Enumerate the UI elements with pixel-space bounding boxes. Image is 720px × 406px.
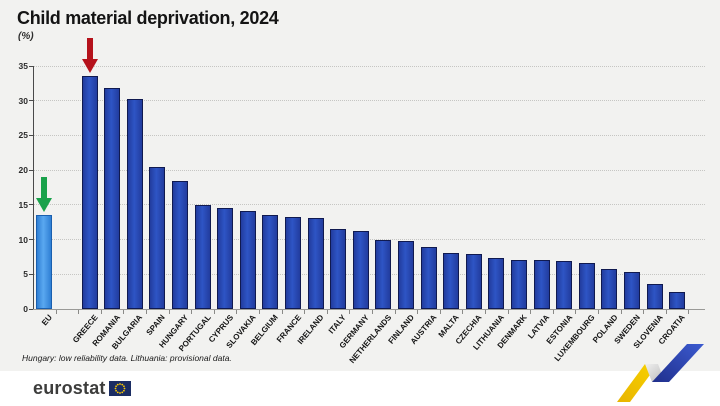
x-axis-tick xyxy=(100,310,102,314)
y-axis-tick xyxy=(29,273,33,275)
bar-estonia xyxy=(556,261,573,309)
gridline-35 xyxy=(33,65,705,67)
bar-croatia xyxy=(669,292,686,309)
y-axis-tick xyxy=(29,204,33,206)
bar-italy xyxy=(330,229,347,309)
x-axis-tick xyxy=(507,310,509,314)
x-axis-tick xyxy=(485,310,486,314)
x-axis-line xyxy=(33,309,705,310)
y-axis-tick-label: 0 xyxy=(23,304,28,314)
y-axis-tick-label: 20 xyxy=(18,165,28,176)
x-axis-tick xyxy=(236,310,238,314)
bar-eu xyxy=(36,215,53,309)
gridline-10 xyxy=(33,239,705,241)
x-axis-tick xyxy=(123,310,125,314)
gridline-20 xyxy=(33,169,705,171)
x-axis-label-spain: SPAIN xyxy=(144,313,168,338)
x-axis-tick xyxy=(439,310,441,314)
data-reliability-footnote: Hungary: low reliability data. Lithuania… xyxy=(22,353,232,363)
x-axis-tick xyxy=(688,310,690,314)
bar-greece xyxy=(81,76,98,309)
unit-label: (%) xyxy=(18,31,34,42)
bar-latvia xyxy=(533,260,550,309)
x-axis-tick xyxy=(191,310,193,314)
y-axis-tick xyxy=(29,308,33,310)
x-axis-tick xyxy=(417,310,419,314)
y-axis-tick-label: 30 xyxy=(18,95,28,106)
x-axis-tick xyxy=(55,310,57,314)
bar-slovakia xyxy=(239,211,256,309)
bar-ireland xyxy=(307,218,324,309)
gridline-25 xyxy=(33,134,705,136)
bar-sweden xyxy=(623,272,640,309)
x-axis-tick xyxy=(530,310,532,314)
x-axis-tick xyxy=(598,310,599,314)
bar-chart: 0 5 10 15 20 25 30 35 EU GREECE ROMANIA BULGARIA SPA… xyxy=(18,61,705,365)
bar-bulgaria xyxy=(126,99,143,309)
bar-czechia xyxy=(465,254,482,309)
x-axis-tick xyxy=(575,310,577,314)
bar-denmark xyxy=(510,260,527,309)
x-axis-tick xyxy=(168,310,170,314)
eurostat-ribbon-decoration xyxy=(617,344,704,402)
bar-poland xyxy=(601,269,618,309)
y-axis-line xyxy=(33,66,34,309)
y-axis-tick-label: 25 xyxy=(18,130,28,141)
x-axis-tick xyxy=(326,310,328,314)
y-axis-tick xyxy=(29,65,33,67)
bar-lithuania xyxy=(488,258,505,309)
gridline-5 xyxy=(33,273,705,275)
y-axis-tick xyxy=(29,169,33,171)
bar-france xyxy=(284,217,301,309)
x-axis-tick xyxy=(462,310,464,314)
bar-cyprus xyxy=(217,208,234,309)
bar-luxembourg xyxy=(578,263,595,309)
y-axis-tick-label: 10 xyxy=(18,234,28,245)
bar-romania xyxy=(104,88,121,309)
bar-netherlands xyxy=(375,240,392,309)
bar-germany xyxy=(352,231,369,309)
y-axis-tick-label: 5 xyxy=(23,269,28,280)
x-axis-tick xyxy=(281,310,283,314)
y-axis-tick xyxy=(29,239,33,241)
x-axis-tick xyxy=(643,310,645,314)
x-axis-tick xyxy=(552,310,554,314)
x-axis-tick xyxy=(665,310,667,314)
red-down-arrow-icon xyxy=(81,37,98,73)
green-down-arrow-icon xyxy=(36,176,53,212)
x-axis-label-eu: EU xyxy=(40,313,55,328)
x-axis-tick xyxy=(213,310,215,314)
eu-flag-icon xyxy=(108,381,131,396)
bar-portugal xyxy=(194,205,211,309)
bar-finland xyxy=(397,241,414,309)
y-axis-tick-label: 35 xyxy=(18,61,28,71)
x-axis-tick xyxy=(78,310,80,314)
y-axis-tick xyxy=(29,100,33,102)
gridline-15 xyxy=(33,204,705,206)
bar-slovenia xyxy=(646,284,663,309)
gridline-30 xyxy=(33,100,705,102)
y-axis-tick xyxy=(29,134,33,136)
page-title: Child material deprivation, 2024 xyxy=(17,8,279,28)
bar-belgium xyxy=(262,215,279,309)
x-axis-tick xyxy=(304,310,306,314)
x-axis-tick xyxy=(372,310,373,314)
x-axis-tick xyxy=(394,310,396,314)
bar-austria xyxy=(420,247,437,309)
y-axis-tick-label: 15 xyxy=(18,199,28,210)
x-axis-tick xyxy=(620,310,622,314)
bar-hungary xyxy=(171,181,188,309)
x-axis-tick xyxy=(349,310,351,314)
bar-spain xyxy=(149,167,166,309)
eurostat-logo: eurostat xyxy=(33,378,131,399)
eurostat-logo-text: eurostat xyxy=(33,378,106,398)
bar-malta xyxy=(443,253,460,309)
x-axis-tick xyxy=(259,310,260,314)
x-axis-label-italy: ITALY xyxy=(327,313,348,336)
x-axis-tick xyxy=(146,310,147,314)
